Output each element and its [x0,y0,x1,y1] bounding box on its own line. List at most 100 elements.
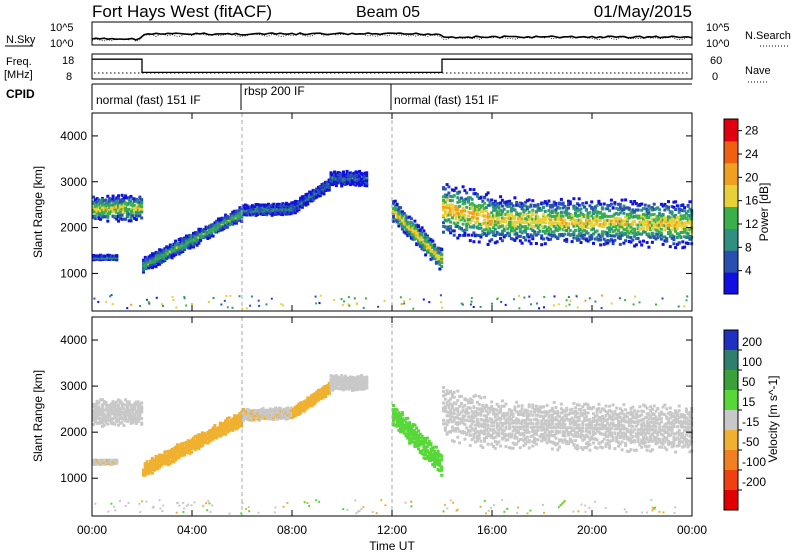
echo-cell [179,453,183,457]
echo-cell [118,213,122,217]
echo-cell [331,173,335,177]
echo-cell [131,414,135,418]
echo-cell [254,207,258,211]
echo-cell [629,222,633,226]
echo-cell [342,170,345,174]
echo-cell [227,222,231,226]
echo-cell [625,219,629,223]
echo-cell [533,230,537,234]
echo-cell [677,232,681,236]
echo-cell [576,306,579,309]
echo-cell [450,203,454,207]
echo-cell [161,459,165,463]
echo-cell [272,212,276,216]
echo-cell [111,206,115,210]
echo-cell [313,398,317,402]
echo-cell [108,410,112,414]
echo-cell [508,217,512,221]
echo-cell [467,233,470,237]
echo-cell [108,253,112,257]
echo-cell [200,228,204,232]
echo-cell [449,226,453,230]
colorbar-swatch [724,140,738,164]
echo-cell [274,406,278,410]
echo-cell [115,201,119,205]
echo-cell [454,205,458,208]
echo-cell [640,243,644,247]
echo-cell [111,410,115,414]
echo-cell [233,212,237,216]
echo-cell [252,413,256,417]
echo-cell [652,223,656,227]
echo-cell [197,230,201,234]
echo-cell [350,377,354,380]
echo-cell [508,234,512,238]
echo-cell [522,225,526,229]
echo-cell [213,229,217,232]
echo-cell [206,432,210,436]
echo-cell [124,209,128,212]
echo-cell [667,200,670,204]
echo-cell [677,220,681,224]
echo-cell [174,447,178,451]
echo-cell [538,221,542,224]
echo-cell [93,198,97,202]
echo-cell [663,216,667,220]
echo-cell [686,209,690,213]
echo-cell [99,408,103,411]
echo-cell [129,403,133,407]
echo-cell [443,195,447,199]
echo-cell [461,209,465,213]
echo-cell [320,395,324,399]
echo-cell [461,216,465,220]
echo-cell [581,236,585,240]
echo-cell [643,213,647,217]
echo-cell [477,222,481,226]
echo-cell [223,299,226,302]
echo-cell [542,229,545,233]
echo-cell [567,226,570,229]
echo-cell [634,237,638,241]
echo-cell [638,203,642,206]
echo-cell [647,216,651,220]
echo-cell [315,390,319,394]
echo-cell [658,220,662,224]
echo-cell [125,202,129,206]
echo-cell [184,236,188,240]
beam-label: Beam 05 [356,4,420,21]
echo-cell [456,211,460,215]
noise-right-tick-bottom: 10^0 [706,38,730,50]
echo-cell [433,257,437,261]
echo-cell [454,217,458,221]
echo-cell [115,408,119,412]
echo-cell [429,238,433,242]
echo-cell [102,459,106,463]
echo-cell [129,219,133,223]
echo-cell [484,215,488,219]
echo-cell [420,241,424,245]
echo-cell [656,229,660,233]
echo-cell [411,236,415,240]
echo-cell [550,211,554,214]
echo-cell [329,377,333,381]
echo-cell [547,213,551,217]
echo-cell [617,236,620,240]
echo-cell [542,201,545,205]
echo-cell [477,234,481,237]
echo-cell [95,204,99,208]
echo-cell [655,303,657,306]
echo-cell [168,452,172,455]
echo-cell [338,387,342,391]
echo-cell [472,215,476,219]
echo-cell [567,232,570,236]
echo-cell [302,195,306,199]
echo-cell [474,204,478,208]
echo-cell [204,225,208,229]
echo-cell [527,215,531,219]
echo-cell [129,212,133,216]
echo-cell [147,265,151,269]
echo-cell [552,230,556,234]
echo-cell [493,220,497,224]
echo-cell [588,219,592,223]
echo-cell [604,230,608,234]
